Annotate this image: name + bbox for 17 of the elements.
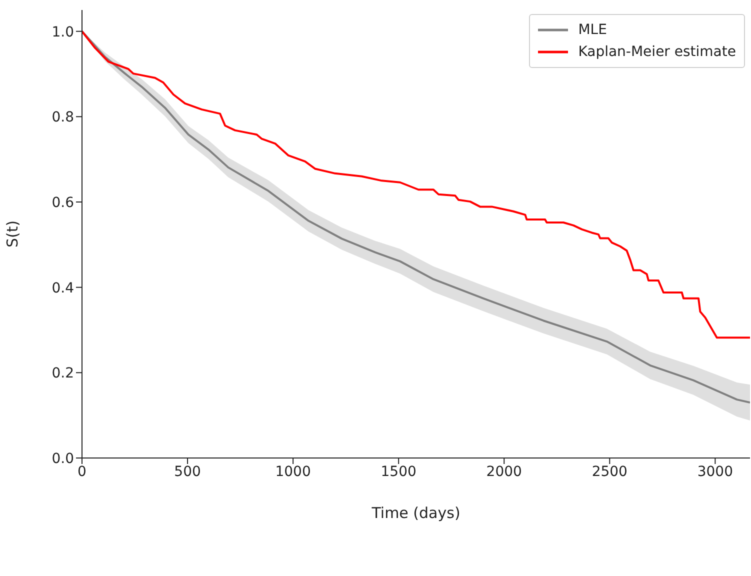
y-tick-label: 0.6	[52, 194, 74, 211]
y-tick-label: 0.0	[52, 450, 74, 467]
x-tick-label: 1500	[380, 464, 416, 480]
x-axis-title: Time (days)	[370, 504, 460, 522]
y-tick-label: 1.0	[52, 24, 74, 40]
y-tick-label: 0.8	[52, 110, 74, 126]
y-tick-label: 0.4	[52, 280, 74, 296]
x-tick-label: 0	[78, 464, 86, 480]
y-tick-label: 0.2	[52, 366, 74, 382]
x-tick-label: 500	[174, 464, 201, 480]
legend-label: Kaplan-Meier estimate	[578, 44, 736, 60]
x-tick-label: 2000	[486, 464, 522, 480]
x-tick-label: 1000	[275, 464, 311, 480]
y-axis-title: S(t)	[3, 220, 22, 248]
legend-label: MLE	[578, 22, 607, 38]
x-tick-label: 3000	[697, 464, 733, 480]
x-tick-label: 2500	[592, 464, 628, 480]
